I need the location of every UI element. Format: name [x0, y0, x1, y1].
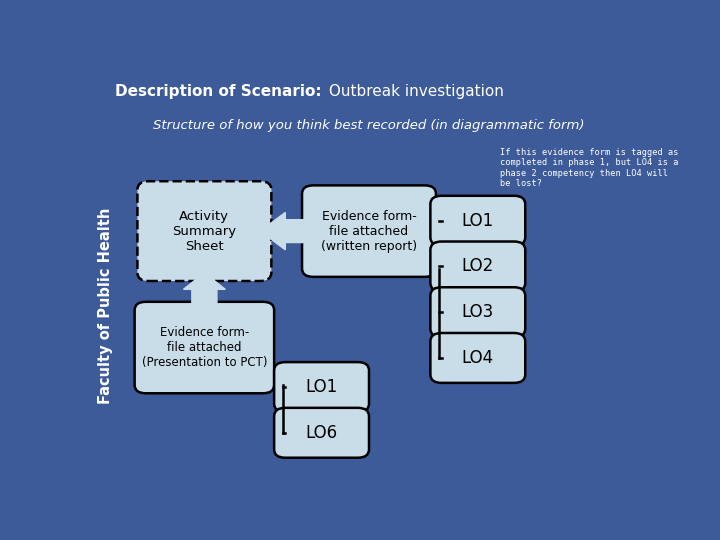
- Text: Evidence form-
file attached
(Presentation to PCT): Evidence form- file attached (Presentati…: [142, 326, 267, 369]
- FancyBboxPatch shape: [431, 333, 526, 383]
- Text: LO1: LO1: [462, 212, 494, 230]
- Text: Faculty of Public Health: Faculty of Public Health: [98, 208, 113, 404]
- FancyBboxPatch shape: [302, 185, 436, 277]
- FancyBboxPatch shape: [431, 241, 526, 292]
- Text: LO4: LO4: [462, 349, 494, 367]
- Text: LO3: LO3: [462, 303, 494, 321]
- FancyBboxPatch shape: [135, 302, 274, 393]
- FancyArrow shape: [260, 212, 313, 250]
- Text: Activity
Summary
Sheet: Activity Summary Sheet: [172, 210, 236, 253]
- FancyBboxPatch shape: [431, 287, 526, 337]
- Text: Evidence form-
file attached
(written report): Evidence form- file attached (written re…: [321, 210, 417, 253]
- FancyBboxPatch shape: [431, 196, 526, 246]
- Text: LO2: LO2: [462, 258, 494, 275]
- Text: LO1: LO1: [305, 378, 338, 396]
- FancyBboxPatch shape: [274, 362, 369, 412]
- Text: LO6: LO6: [305, 424, 338, 442]
- Text: Structure of how you think best recorded (in diagrammatic form): Structure of how you think best recorded…: [153, 119, 585, 132]
- FancyArrow shape: [184, 273, 225, 310]
- FancyBboxPatch shape: [274, 408, 369, 458]
- Text: Outbreak investigation: Outbreak investigation: [324, 84, 504, 99]
- FancyBboxPatch shape: [138, 181, 271, 281]
- Text: If this evidence form is tagged as
completed in phase 1, but LO4 is a
phase 2 co: If this evidence form is tagged as compl…: [500, 148, 679, 188]
- Text: Description of Scenario:: Description of Scenario:: [115, 84, 322, 99]
